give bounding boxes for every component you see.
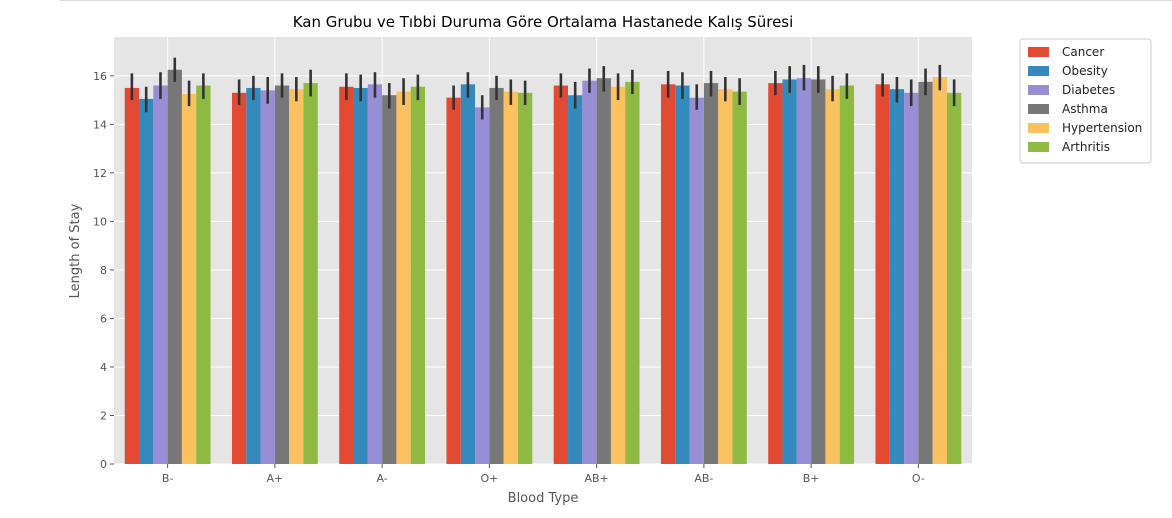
bar — [396, 91, 411, 464]
legend-label: Hypertension — [1062, 121, 1142, 135]
bar — [367, 84, 383, 464]
y-axis-label: Length of Stay — [68, 203, 83, 298]
bar — [274, 85, 290, 464]
bar — [675, 85, 690, 464]
bar — [553, 85, 569, 464]
bar — [446, 97, 461, 464]
bar — [946, 92, 962, 464]
bar — [153, 85, 168, 464]
bar — [139, 98, 154, 464]
x-tick-label: B+ — [803, 472, 820, 485]
y-tick-label: 0 — [100, 458, 107, 471]
bars — [124, 69, 962, 465]
chart-title: Kan Grubu ve Tıbbi Duruma Göre Ortalama … — [293, 13, 794, 31]
bar — [596, 78, 611, 464]
bar — [889, 89, 905, 465]
y-tick-label: 14 — [93, 118, 107, 131]
bar — [181, 94, 197, 464]
y-tick-label: 8 — [100, 264, 107, 277]
bar — [475, 107, 490, 464]
bar — [568, 95, 583, 465]
bar — [732, 91, 747, 464]
y-tick-label: 12 — [93, 167, 107, 180]
bar — [489, 87, 504, 465]
y-tick-label: 16 — [93, 70, 107, 83]
legend-label: Diabetes — [1062, 83, 1115, 97]
y-axis-ticks: 0 2 4 6 8 10 12 14 16 — [93, 70, 114, 471]
legend-box — [1019, 38, 1152, 164]
bar — [918, 81, 933, 465]
legend-label: Cancer — [1062, 45, 1104, 59]
bar — [904, 92, 919, 464]
bar — [625, 81, 640, 465]
bar — [339, 86, 354, 465]
x-tick-label: AB- — [694, 472, 713, 485]
bar — [124, 87, 140, 465]
bar — [410, 86, 426, 465]
bar — [517, 92, 533, 464]
y-tick-label: 2 — [100, 409, 107, 422]
legend-swatch — [1028, 47, 1049, 57]
x-axis-label: Blood Type — [508, 491, 579, 506]
legend-label: Obesity — [1062, 64, 1108, 78]
x-axis-ticks: B- A+ A- O+ AB+ AB- B+ O- — [162, 464, 925, 485]
x-tick-label: AB+ — [584, 472, 608, 485]
bar — [610, 86, 626, 465]
error-bars — [130, 57, 956, 120]
x-tick-label: A- — [376, 472, 387, 485]
bar — [460, 84, 476, 464]
bar — [231, 92, 247, 464]
bar — [839, 85, 855, 464]
bar — [811, 79, 826, 464]
bar — [289, 89, 304, 465]
x-tick-label: B- — [162, 472, 174, 485]
bar — [246, 87, 261, 465]
bar — [703, 83, 719, 464]
x-tick-label: O+ — [480, 472, 498, 485]
y-tick-label: 4 — [100, 361, 107, 374]
bar — [382, 95, 397, 465]
legend-label: Asthma — [1062, 102, 1108, 116]
y-tick-label: 6 — [100, 312, 107, 325]
bar — [825, 89, 840, 465]
legend-label: Arthritis — [1062, 140, 1110, 154]
bar — [260, 90, 275, 464]
bar — [503, 91, 518, 464]
bar — [660, 84, 676, 464]
x-tick-label: A+ — [267, 472, 284, 485]
bar — [196, 85, 211, 464]
bar — [782, 79, 797, 464]
bar — [932, 77, 947, 464]
bar — [875, 84, 890, 464]
bar — [796, 78, 812, 464]
top-border-line — [60, 0, 1172, 1]
legend-items: Cancer Obesity Diabetes Asthma Hypertension A… — [1028, 45, 1142, 154]
legend-swatch — [1028, 85, 1049, 95]
bar — [353, 87, 368, 465]
legend-swatch — [1028, 66, 1049, 76]
legend-swatch — [1028, 104, 1049, 114]
bar — [303, 83, 318, 464]
legend: Cancer Obesity Diabetes Asthma Hypertension A… — [1019, 38, 1152, 164]
bar — [167, 69, 182, 464]
bar — [768, 83, 783, 464]
legend-swatch — [1028, 142, 1049, 152]
y-tick-label: 10 — [93, 215, 107, 228]
bar — [718, 89, 733, 465]
legend-swatch — [1028, 123, 1049, 133]
x-tick-label: O- — [912, 472, 925, 485]
bar — [689, 97, 704, 464]
bar — [582, 80, 597, 464]
